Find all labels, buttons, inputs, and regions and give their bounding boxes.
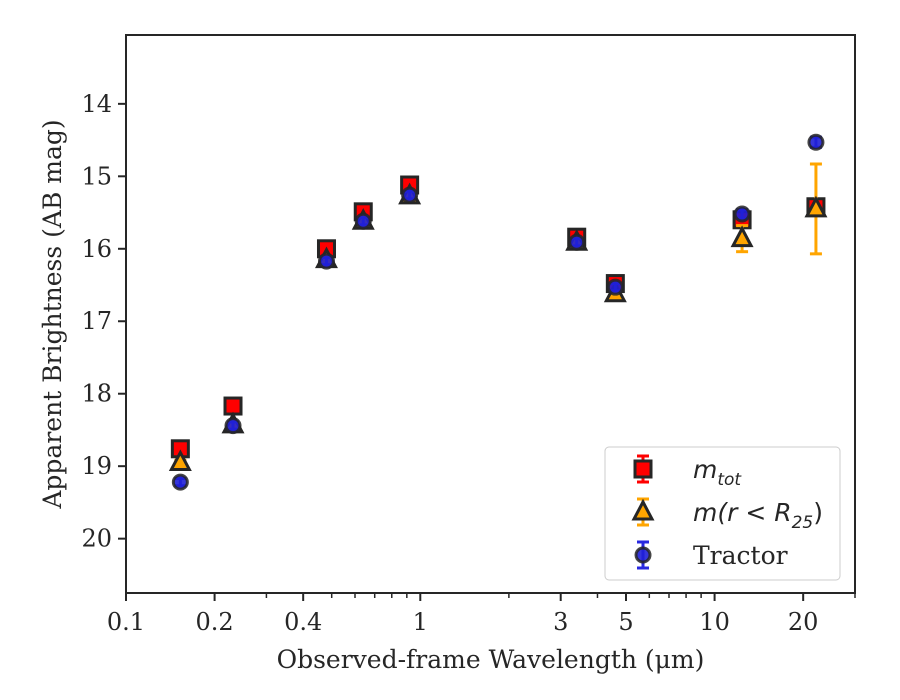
x-tick-label: 20 [788,608,819,636]
legend-label: m(r < R25) [693,498,823,533]
x-tick-label: 5 [618,608,633,636]
y-tick-label: 20 [81,525,112,553]
data-point [807,133,825,151]
series-tractor [171,133,825,491]
x-tick-label: 0.2 [196,608,234,636]
data-point [568,233,586,251]
x-tick-label: 10 [699,608,730,636]
data-point [223,396,243,416]
chart-axes: 0.1 0.2 0.4 1 3 5 10 20 14 15 16 17 18 19 20 [81,90,856,636]
data-point [804,195,828,218]
legend-marker [631,498,655,521]
x-tick-label: 1 [413,608,428,636]
legend-item: Tractor [634,540,788,570]
y-tick-label: 18 [81,380,112,408]
data-point [224,417,242,435]
x-tick-label: 0.4 [284,608,322,636]
y-tick-label: 14 [81,90,112,118]
legend-label: mtot [693,455,742,490]
data-point [168,449,192,472]
x-tick-label: 0.1 [107,608,145,636]
legend-item: mtot [633,454,742,490]
legend-marker [634,546,652,564]
data-point [733,205,751,223]
legend-item: m(r < R25) [631,497,823,533]
data-point [730,225,754,248]
x-tick-label: 3 [553,608,568,636]
y-axis-title: Apparent Brightness (AB mag) [38,119,67,509]
data-point [401,186,419,204]
y-tick-label: 17 [81,307,112,335]
chart-marks [168,133,828,491]
legend-marker [633,459,653,479]
y-tick-label: 19 [81,452,112,480]
legend-label: Tractor [693,541,788,570]
plot-frame [125,34,856,594]
y-tick-label: 16 [81,235,112,263]
chart-legend: mtot m(r < R25) Tractor [604,446,841,581]
x-axis-title: Observed-frame Wavelength (μm) [277,645,705,674]
y-tick-label: 15 [81,162,112,190]
legend-frame [604,446,841,581]
data-point [354,212,372,230]
data-point [171,473,189,491]
data-point [606,278,624,296]
data-point [317,252,335,270]
